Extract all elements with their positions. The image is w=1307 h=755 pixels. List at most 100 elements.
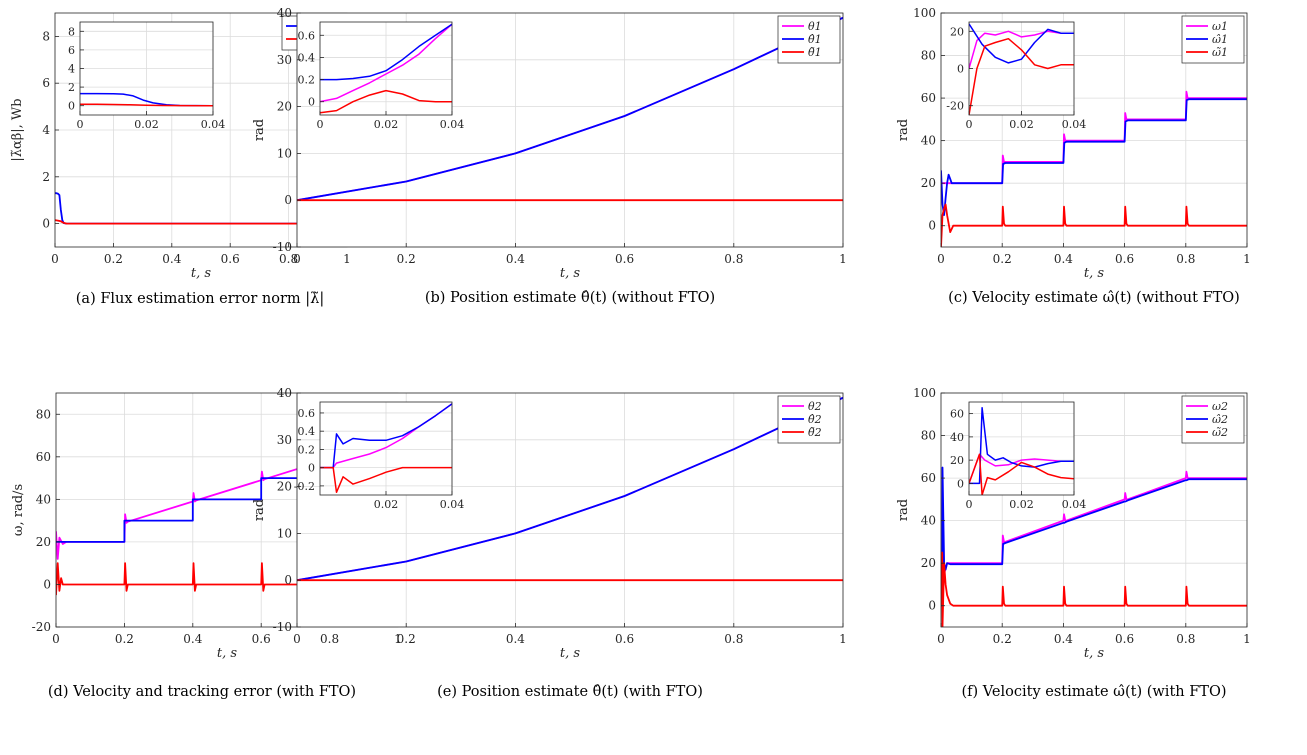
x-tick-label: 0.8 [724,632,743,646]
x-tick-label: 0 [293,632,301,646]
series-line-blue [320,23,452,81]
y-tick-label: 2 [68,81,75,94]
x-tick-label: 0.04 [1062,498,1087,511]
x-tick-label: 0.02 [374,498,399,511]
legend-entry: ω̃2 [1212,426,1228,439]
y-tick-label: 0.4 [298,51,316,64]
x-tick-label: 1 [1243,252,1251,266]
legend-entry: ω2 [1212,400,1228,413]
y-tick-label: 8 [42,29,50,43]
x-tick-label: 0.2 [993,632,1012,646]
y-tick-label: 2 [42,170,50,184]
inset-a: 0 0.02 0.04 0 2 4 6 8 [68,21,225,131]
y-tick-label: 80 [36,407,51,421]
x-axis-label: t, s [217,646,237,661]
axes-frame [296,12,844,248]
y-tick-label: 0 [928,599,936,613]
series-group [297,16,843,202]
series-line-red [320,89,452,114]
legend-entry: θ̃2 [808,426,822,439]
legend: θ2θ̂2θ̃2 [777,395,841,444]
x-tick-label: 0.4 [1054,252,1073,266]
inset-e: 0.02 0.04 -0.2 0 0.2 0.4 0.6 [294,401,464,511]
series-line-blue [941,98,1247,217]
x-axis-label: t, s [191,266,211,281]
x-tick-label: 0.6 [1115,632,1134,646]
x-tick-label: 0 [317,118,324,131]
y-tick-label: 40 [921,514,936,528]
y-tick-label: 6 [42,76,50,90]
y-tick-label: 40 [277,6,292,20]
series-line-red [969,453,1074,495]
series-line-blue [297,396,843,582]
x-axis-label: t, s [560,646,580,661]
legend: ω1ω̂1ω̃1 [1181,15,1245,64]
y-tick-label: 20 [277,100,292,114]
series-group [297,396,843,582]
y-tick-label: 0 [308,96,315,109]
axes-frame [940,12,1248,248]
legend-entry: ω̂2 [1212,413,1228,426]
x-tick-label: 0.4 [183,632,202,646]
x-tick-label: 0.4 [1054,632,1073,646]
inset-b: 0 0.02 0.04 0 0.2 0.4 0.6 [298,21,465,131]
series-group [320,23,452,114]
x-tick-label: 0.6 [252,632,271,646]
x-tick-label: 0.02 [1009,498,1034,511]
x-tick-label: 0 [51,252,59,266]
series-line-magenta [969,453,1074,484]
x-tick-label: 0.8 [320,632,339,646]
grid [79,22,214,115]
subplot-c: 0 0.2 0.4 0.6 0.8 1 0 20 40 60 80 100 t, s rad (c) Vel… [896,6,1251,306]
y-tick-label: 40 [277,386,292,400]
y-tick-label: 4 [42,123,50,137]
legend-entry: ω̃1 [1212,46,1228,59]
x-tick-label: 0.4 [506,252,525,266]
series-line-blue [297,16,843,202]
x-tick-label: 0.2 [397,252,416,266]
y-tick-label: 8 [68,25,75,38]
x-tick-label: 0.6 [615,632,634,646]
legend: ω2ω̂2ω̃2 [1181,395,1245,444]
series-group [969,407,1074,495]
y-axis-label: rad [896,499,911,521]
x-tick-label: 1 [394,632,402,646]
series-line-magenta [320,23,452,103]
x-tick-label: 0 [937,252,945,266]
x-tick-label: 0.6 [615,252,634,266]
y-tick-label: 0 [957,477,964,490]
series-group [969,23,1074,115]
subplot-caption: (f) Velocity estimate ω̂(t) (with FTO) [962,684,1227,700]
x-tick-label: 0.02 [1009,118,1034,131]
y-tick-label: 0 [284,573,292,587]
legend-entry: θ̃1 [808,46,822,59]
y-tick-label: 60 [921,471,936,485]
y-tick-label: -10 [273,620,292,634]
series-group [80,92,213,107]
y-tick-label: 0 [42,217,50,231]
x-tick-label: 0.04 [440,118,465,131]
x-tick-label: 0 [52,632,60,646]
x-tick-label: 0.6 [221,252,240,266]
y-tick-label: 40 [36,492,51,506]
series-line-blue [969,23,1074,64]
y-tick-label: 0.2 [298,74,316,87]
y-tick-label: 0 [308,462,315,475]
legend-entry: θ̂1 [808,33,822,46]
series-line-blue [969,407,1074,485]
y-tick-label: 6 [68,44,75,57]
subplot-caption: (c) Velocity estimate ω̂(t) (without FTO… [948,290,1240,306]
series-line-red [969,37,1074,115]
legend: θ1θ̂1θ̃1 [777,15,841,64]
y-tick-label: 40 [921,134,936,148]
y-tick-label: 0 [928,219,936,233]
x-axis-label: t, s [560,266,580,281]
x-tick-label: 0 [966,498,973,511]
y-tick-label: 60 [36,450,51,464]
axes-frame [296,392,844,628]
y-tick-label: 80 [921,49,936,63]
y-tick-label: 0.4 [298,425,316,438]
x-tick-label: 0.6 [1115,252,1134,266]
y-tick-label: -20 [32,620,51,634]
